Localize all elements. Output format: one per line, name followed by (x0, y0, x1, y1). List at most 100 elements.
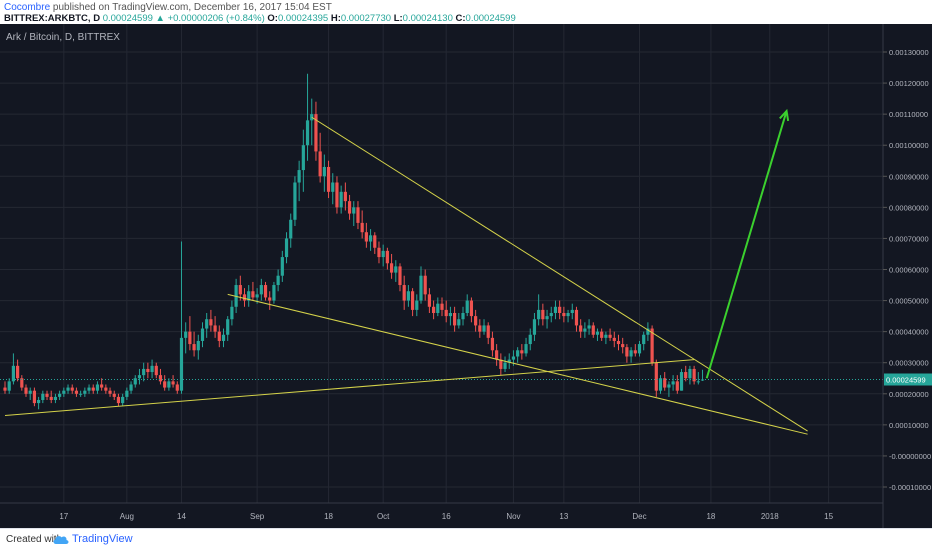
candle (499, 353, 503, 376)
candle (318, 132, 322, 183)
candle-body (696, 381, 700, 383)
candle-body (213, 325, 217, 332)
candle (600, 328, 604, 341)
candle-body (385, 250, 389, 264)
candle-body (650, 328, 654, 363)
candle (675, 375, 679, 394)
candle (158, 368, 163, 385)
candles (3, 73, 705, 410)
candle (688, 365, 692, 385)
candle-body (595, 331, 600, 335)
candle-body (314, 114, 318, 152)
candle-body (453, 313, 457, 326)
y-tick-label: 0.00030000 (889, 359, 929, 368)
candle (402, 275, 406, 310)
candle-body (625, 347, 629, 357)
candle (70, 384, 74, 394)
tradingview-link[interactable]: TradingView (72, 533, 133, 545)
candle (385, 247, 389, 270)
candle-body (263, 285, 268, 298)
candle-body (663, 378, 667, 388)
candle-body (272, 285, 276, 301)
candle (41, 390, 45, 404)
candle (448, 306, 453, 326)
candle (276, 269, 280, 292)
x-tick-label: Dec (632, 512, 646, 521)
y-tick-label: 0.00060000 (889, 266, 929, 275)
open-value: 0.00024395 (277, 13, 329, 24)
candle (133, 375, 137, 388)
candle (24, 384, 28, 397)
candle-body (604, 334, 608, 338)
candle (112, 390, 116, 400)
last-price-value: 0.00024599 (102, 13, 153, 24)
candle-body (268, 297, 272, 301)
candle (179, 241, 184, 394)
tradingview-cloud-icon (53, 536, 69, 544)
high-value: 0.00027730 (340, 13, 392, 24)
candle-body (20, 378, 24, 388)
candle (83, 387, 87, 397)
candle-body (486, 325, 490, 338)
candle-body (356, 207, 360, 223)
candle (335, 176, 339, 214)
candle-body (482, 325, 486, 332)
candle (11, 353, 16, 385)
candle (389, 253, 394, 279)
candle-body (402, 285, 406, 301)
candle (616, 334, 621, 351)
candle (188, 316, 192, 351)
created-with-text: Created with (6, 534, 63, 545)
candle (490, 331, 495, 357)
y-tick-label: 0.00070000 (889, 234, 929, 243)
candle-body (28, 390, 32, 394)
candle (532, 313, 537, 341)
candle-body (37, 400, 41, 404)
candle (150, 359, 154, 379)
candle (175, 381, 179, 394)
candle-body (259, 285, 263, 295)
trendline (227, 293, 808, 435)
candle (587, 319, 591, 335)
candle (280, 250, 284, 282)
candle (591, 322, 595, 338)
time-axis[interactable]: 17 Aug 14 Sep 18 Oct 16 Nov 13 Dec 18 2018 15 (59, 512, 833, 521)
candle (595, 328, 600, 341)
candle-body (200, 328, 205, 341)
candle (322, 154, 326, 192)
price-chart[interactable]: Ark / Bitcoin, D, BITTREX 0.001300000.00… (0, 24, 932, 528)
candle (486, 322, 490, 345)
low-value: 0.00024130 (402, 13, 453, 24)
candle (394, 260, 398, 282)
candle (238, 275, 242, 301)
candle-body (474, 316, 478, 326)
author-link[interactable]: Cocombre (4, 2, 51, 13)
ohlc-line: BITTREX:ARKBTC, D 0.00024599 ▲ +0.000002… (4, 13, 516, 24)
candle (520, 344, 524, 360)
candle-body (305, 120, 310, 146)
candle (79, 390, 83, 397)
candle-body (410, 291, 415, 310)
candle (259, 278, 263, 301)
candle-body (503, 362, 507, 369)
candle (633, 344, 637, 357)
candle-body (373, 235, 377, 248)
candle (196, 334, 200, 360)
candle (410, 288, 415, 317)
price-axis[interactable]: 0.00130000 0.00120000 0.00110000 0.00100000… (883, 48, 931, 492)
candle (331, 173, 335, 205)
candle-body (121, 396, 125, 404)
candle (20, 375, 24, 391)
candle-body (436, 303, 440, 313)
candle (604, 331, 608, 345)
candle (368, 229, 373, 251)
candle (444, 300, 448, 323)
candle (482, 319, 486, 335)
candle-body (62, 390, 66, 394)
candle-body (368, 235, 373, 242)
y-tick-label: 0.00090000 (889, 172, 929, 181)
candle-body (537, 309, 541, 320)
candle-body (398, 266, 402, 286)
y-tick-label: 0.00110000 (889, 110, 928, 119)
y-tick-label: 0.00130000 (889, 48, 929, 57)
